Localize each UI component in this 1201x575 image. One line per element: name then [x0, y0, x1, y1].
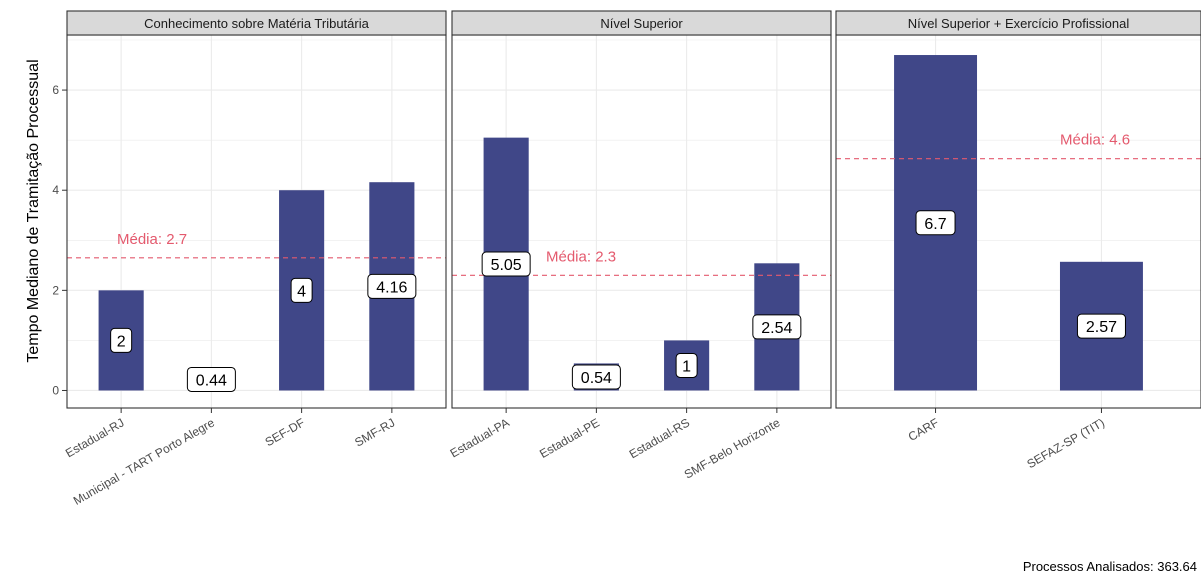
value-label: 2.54: [752, 314, 802, 340]
value-label: 0.44: [186, 366, 236, 392]
y-tick-label: 2: [52, 283, 59, 297]
value-label-text: 6.7: [924, 216, 946, 233]
value-label: 2.57: [1076, 313, 1126, 339]
value-label-text: 0.54: [581, 370, 612, 387]
x-tick-label: Estadual-PA: [448, 415, 512, 460]
y-tick-label: 0: [52, 383, 59, 397]
x-tick-label: SEFAZ-SP (TIT): [1025, 415, 1107, 471]
x-tick-label: Estadual-RS: [627, 415, 692, 461]
x-tick-label: CARF: [906, 415, 941, 443]
mean-label: Média: 2.3: [546, 248, 616, 265]
value-label-box: [290, 277, 313, 303]
y-tick-label: 4: [52, 183, 59, 197]
value-label-box: [367, 273, 417, 299]
x-tick-label: Estadual-RJ: [63, 415, 127, 460]
facet-strip: [835, 10, 1201, 36]
value-label-text: 2.54: [761, 320, 792, 337]
value-label-text: 2.57: [1086, 319, 1117, 336]
facet-title: Nível Superior: [600, 16, 683, 31]
caption: Processos Analisados: 363.64: [1023, 559, 1197, 574]
value-label: 5.05: [481, 251, 531, 277]
value-label-box: [752, 314, 802, 340]
value-label-box: [186, 366, 236, 392]
value-label-box: [675, 352, 698, 378]
facet-title: Conhecimento sobre Matéria Tributária: [144, 16, 369, 31]
value-label: 1: [675, 352, 698, 378]
value-label: 2: [110, 327, 133, 353]
value-label-text: 5.05: [491, 257, 522, 274]
value-label: 6.7: [915, 210, 956, 236]
value-label-text: 2: [117, 333, 126, 350]
value-label-box: [1076, 313, 1126, 339]
x-tick-label: SMF-RJ: [352, 415, 397, 449]
value-label: 4.16: [367, 273, 417, 299]
value-label-box: [481, 251, 531, 277]
value-label-text: 4: [297, 283, 306, 300]
facet-strip: [451, 10, 832, 36]
y-tick-label: 6: [52, 83, 59, 97]
panel-background: [836, 35, 1201, 408]
x-tick-label: Municipal - TART Porto Alegre: [71, 415, 217, 508]
x-tick-label: SEF-DF: [263, 415, 308, 449]
value-label-text: 4.16: [376, 279, 407, 296]
value-label: 0.54: [571, 364, 621, 390]
facet-strip: [66, 10, 447, 36]
facet-panel: Média: 2.7 2 0.44 4 4.16 Conhecimento sobre M…: [63, 10, 447, 508]
value-label-text: 0.44: [196, 372, 227, 389]
facet-panel: Média: 2.3 5.05 0.54 1 2.54 Nível Superior Est…: [448, 10, 832, 482]
mean-label: Média: 4.6: [1060, 132, 1130, 149]
facet-panel: Média: 4.6 6.7 2.57 Nível Superior + Exercí…: [835, 10, 1201, 471]
value-label-box: [110, 327, 133, 353]
x-tick-label: SMF-Belo Horizonte: [682, 415, 783, 481]
facet-panels: 0 2 4 6 Média: 2.7 2 0.44 4 4.16 Conhecimento sob…: [52, 10, 1201, 508]
facet-title: Nível Superior + Exercício Profissional: [908, 16, 1130, 31]
y-axis-label: Tempo Mediano de Tramitação Processual: [25, 59, 42, 362]
value-label-box: [571, 364, 621, 390]
value-label-text: 1: [682, 358, 691, 375]
value-label: 4: [290, 277, 313, 303]
x-tick-label: Estadual-PE: [537, 415, 602, 460]
value-label-box: [915, 210, 956, 236]
mean-label: Média: 2.7: [117, 231, 187, 248]
